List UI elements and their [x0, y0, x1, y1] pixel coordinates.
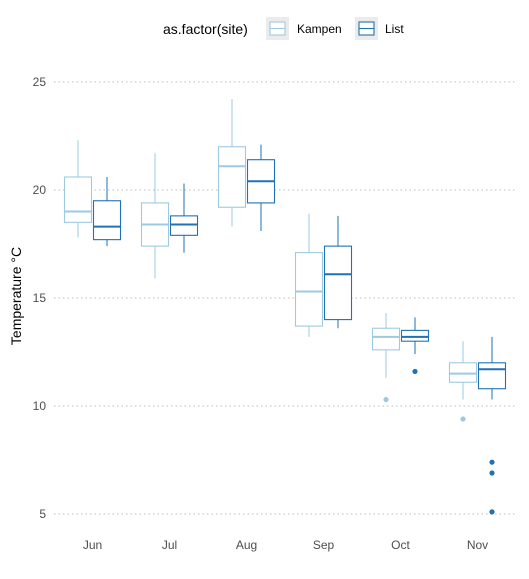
box-iqr — [294, 252, 324, 327]
x-tick-label: Jul — [162, 538, 177, 552]
legend: as.factor(site) Kampen List — [163, 17, 404, 40]
box-iqr — [169, 215, 199, 236]
box-kampen — [63, 140, 93, 238]
box-kampen — [140, 153, 170, 279]
box-kampen — [217, 99, 247, 227]
outlier-point — [489, 470, 495, 476]
box-iqr — [448, 362, 478, 383]
legend-title: as.factor(site) — [163, 21, 248, 37]
box-kampen — [371, 313, 401, 403]
box-list — [323, 215, 353, 329]
box-list — [92, 176, 122, 247]
x-tick-label: Aug — [236, 538, 257, 552]
outlier-point — [383, 396, 389, 403]
box-kampen — [294, 213, 324, 337]
legend-label-kampen: Kampen — [297, 22, 342, 36]
grid-layer — [54, 81, 516, 515]
y-tick-label: 20 — [33, 183, 47, 197]
y-tick-label: 5 — [39, 507, 46, 521]
box-layer — [63, 99, 507, 515]
y-tick-label: 10 — [33, 399, 47, 413]
y-axis-title: Temperature °C — [8, 247, 24, 345]
box-iqr — [400, 329, 430, 342]
box-list — [246, 144, 276, 232]
box-iqr — [92, 200, 122, 241]
outlier-point — [460, 416, 466, 422]
x-tick-label: Nov — [467, 538, 488, 552]
outlier-point — [489, 459, 495, 465]
x-tick-label: Sep — [313, 538, 335, 552]
tick-layer: 5 10 15 20 25 Jun Jul Aug Sep Oct Nov — [33, 75, 489, 552]
box-list — [477, 336, 507, 515]
box-iqr — [477, 362, 507, 390]
box-kampen — [448, 341, 478, 422]
box-iqr — [371, 327, 401, 351]
x-tick-label: Oct — [391, 538, 410, 552]
x-tick-label: Jun — [83, 538, 102, 552]
outlier-point — [412, 368, 418, 375]
outlier-point — [489, 509, 495, 515]
y-tick-label: 25 — [33, 75, 47, 89]
box-iqr — [323, 245, 353, 321]
y-tick-label: 15 — [33, 291, 47, 305]
box-iqr — [63, 176, 93, 223]
box-list — [400, 317, 430, 375]
box-list — [169, 183, 199, 253]
legend-label-list: List — [385, 22, 404, 36]
box-iqr — [217, 146, 247, 208]
